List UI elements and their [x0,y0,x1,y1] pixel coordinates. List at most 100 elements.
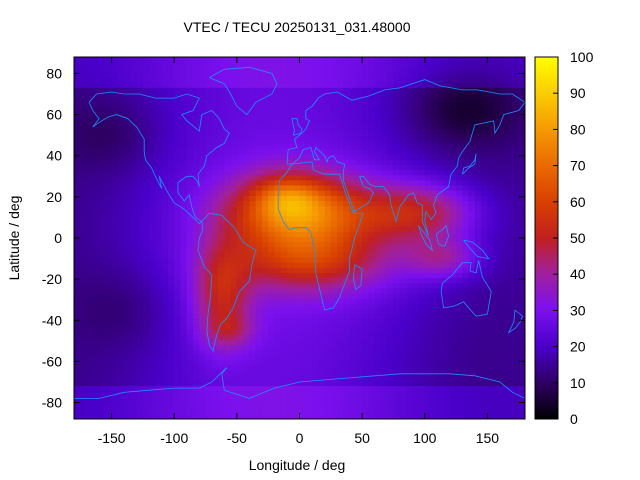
heatmap-cell [312,62,319,68]
heatmap-cell [399,226,407,233]
heatmap-cell [387,87,395,94]
heatmap-cell [86,159,94,166]
heatmap-cell [293,334,301,341]
heatmap-cell [380,267,388,274]
heatmap-cell [474,170,482,176]
heatmap-cell [462,350,470,356]
heatmap-cell [174,123,182,130]
heatmap-cell [149,386,157,392]
heatmap-cell [449,159,457,166]
heatmap-cell [105,406,113,413]
heatmap-cell [380,200,388,207]
heatmap-cell [161,298,169,305]
heatmap-cell [211,144,219,151]
heatmap-cell [142,386,150,392]
heatmap-cell [368,87,376,94]
heatmap-cell [318,62,326,68]
heatmap-cell [136,334,144,341]
heatmap-cell [136,339,144,346]
heatmap-cell [180,375,188,382]
heatmap-cell [380,57,388,63]
heatmap-cell [86,411,94,418]
heatmap-cell [387,236,395,243]
heatmap-cell [462,82,470,89]
heatmap-cell [412,185,420,192]
heatmap-cell [193,211,200,217]
heatmap-cell [518,242,525,248]
heatmap-cell [80,380,88,387]
heatmap-cell [199,82,207,89]
heatmap-cell [80,216,88,223]
heatmap-cell [111,113,119,120]
heatmap-cell [80,236,88,243]
heatmap-cell [393,278,401,284]
heatmap-cell [86,252,94,259]
heatmap-cell [124,175,131,182]
heatmap-cell [418,67,426,74]
heatmap-cell [193,92,200,99]
heatmap-cell [506,401,514,408]
heatmap-cell [80,386,88,392]
heatmap-cell [305,185,313,192]
heatmap-cell [86,380,94,387]
heatmap-cell [124,401,131,408]
heatmap-cell [167,386,175,392]
heatmap-cell [456,252,463,259]
heatmap-cell [487,77,495,84]
heatmap-cell [456,226,463,233]
heatmap-cell [462,396,470,403]
heatmap-cell [443,118,451,125]
heatmap-cell [443,386,451,392]
heatmap-cell [493,396,501,403]
heatmap-cell [349,247,357,253]
heatmap-cell [324,391,332,397]
heatmap-cell [318,82,326,89]
heatmap-cell [236,278,244,284]
heatmap-cell [418,154,426,161]
heatmap-cell [174,103,182,110]
heatmap-cell [261,200,269,207]
heatmap-cell [99,242,106,248]
heatmap-cell [493,401,501,408]
heatmap-cell [255,370,263,377]
heatmap-cell [305,380,313,387]
heatmap-cell [424,62,432,68]
heatmap-cell [349,113,357,120]
heatmap-cell [343,149,351,156]
heatmap-cell [243,386,250,392]
heatmap-cell [117,159,125,166]
heatmap-cell [412,401,420,408]
heatmap-cell [293,139,301,146]
heatmap-cell [487,375,495,382]
heatmap-cell [387,278,395,284]
heatmap-cell [312,118,319,125]
heatmap-cell [274,396,282,403]
heatmap-cell [117,272,125,279]
heatmap-cell [280,380,288,387]
heatmap-cell [399,128,407,135]
heatmap-cell [280,319,288,325]
heatmap-cell [180,82,188,89]
heatmap-cell [155,57,163,63]
heatmap-cell [405,226,413,233]
heatmap-cell [380,134,388,140]
heatmap-cell [355,231,363,238]
heatmap-cell [268,257,276,264]
heatmap-cell [274,159,282,166]
heatmap-cell [299,226,307,233]
heatmap-cell [218,283,225,289]
heatmap-cell [487,329,495,336]
heatmap-cell [362,98,369,104]
heatmap-cell [474,314,482,320]
heatmap-cell [330,87,338,94]
heatmap-cell [193,355,200,361]
heatmap-cell [86,87,94,94]
heatmap-cell [330,401,338,408]
heatmap-cell [218,396,225,403]
heatmap-cell [318,103,326,110]
heatmap-cell [387,396,395,403]
heatmap-cell [412,226,420,233]
heatmap-cell [337,221,344,228]
heatmap-cell [412,67,420,74]
heatmap-cell [186,231,194,238]
